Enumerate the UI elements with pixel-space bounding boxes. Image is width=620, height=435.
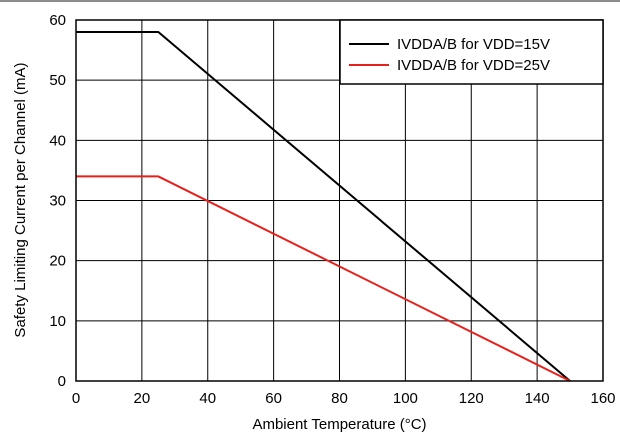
- series-line-1: [76, 175, 571, 382]
- y-tick-label: 40: [49, 132, 66, 149]
- y-tick-labels: 0 10 20 30 40 50 60: [49, 12, 66, 390]
- y-tick-label: 0: [58, 373, 66, 390]
- x-tick-label: 40: [199, 390, 216, 407]
- x-tick-label: 0: [72, 390, 80, 407]
- y-tick-label: 30: [49, 193, 66, 210]
- y-axis-title: Safety Limiting Current per Channel (mA): [12, 62, 29, 337]
- x-tick-label: 20: [134, 390, 151, 407]
- x-tick-label: 140: [525, 390, 550, 407]
- x-tick-label: 60: [265, 390, 282, 407]
- series-layer: [76, 31, 571, 382]
- y-tick-label: 50: [49, 72, 66, 89]
- x-axis-title: Ambient Temperature (°C): [252, 416, 426, 433]
- legend-label-15v: IVDDA/B for VDD=15V: [397, 36, 550, 53]
- series-line-0: [76, 31, 571, 382]
- x-tick-label: 120: [459, 390, 484, 407]
- legend: IVDDA/B for VDD=15V IVDDA/B for VDD=25V: [339, 19, 604, 85]
- legend-label-25v: IVDDA/B for VDD=25V: [397, 57, 550, 74]
- y-tick-label: 10: [49, 313, 66, 330]
- y-tick-label: 60: [49, 12, 66, 29]
- x-tick-labels: 0 20 40 60 80 100 120 140 160: [72, 390, 616, 407]
- legend-box: [339, 19, 604, 85]
- x-tick-label: 160: [590, 390, 615, 407]
- x-tick-label: 100: [393, 390, 418, 407]
- top-rule: [0, 0, 620, 2]
- x-tick-label: 80: [331, 390, 348, 407]
- y-tick-label: 20: [49, 253, 66, 270]
